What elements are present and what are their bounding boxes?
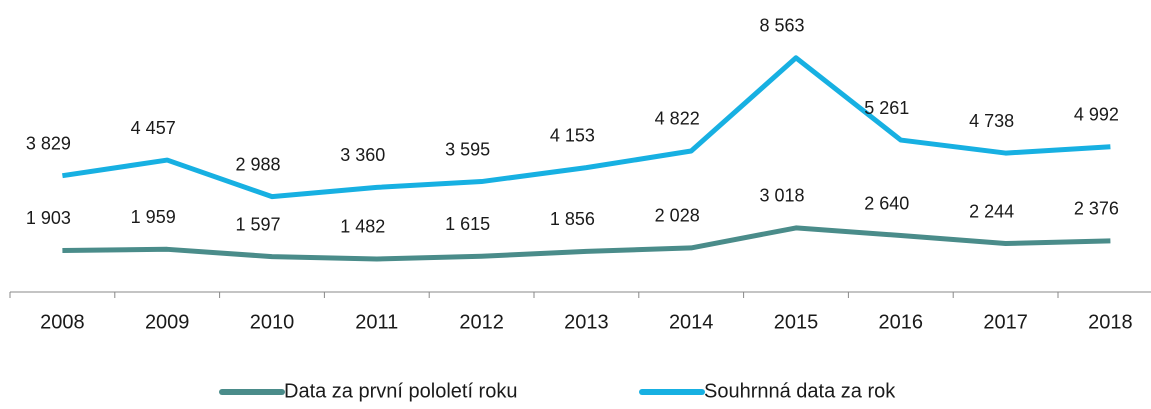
x-tick-label: 2008 xyxy=(40,311,85,333)
x-tick-label: 2018 xyxy=(1088,311,1133,333)
data-label: 3 018 xyxy=(759,186,804,206)
data-label: 2 376 xyxy=(1074,199,1119,219)
data-label: 1 856 xyxy=(550,209,595,229)
x-tick-label: 2015 xyxy=(774,311,819,333)
data-label: 4 992 xyxy=(1074,104,1119,124)
data-label: 2 244 xyxy=(969,201,1014,221)
data-label: 2 640 xyxy=(864,193,909,213)
data-label: 1 597 xyxy=(235,214,280,234)
data-label: 1 903 xyxy=(26,208,71,228)
data-label: 1 959 xyxy=(131,207,176,227)
series-line xyxy=(62,55,1111,200)
data-label: 1 615 xyxy=(445,214,490,234)
data-label: 3 829 xyxy=(26,133,71,153)
x-tick-label: 2011 xyxy=(355,311,398,333)
x-tick-label: 2010 xyxy=(250,311,295,333)
x-tick-label: 2012 xyxy=(459,311,504,333)
data-label: 3 595 xyxy=(445,139,490,159)
x-tick-label: 2014 xyxy=(669,311,714,333)
legend-label: Souhrnná data za rok xyxy=(704,380,896,402)
data-label: 1 482 xyxy=(340,217,385,237)
data-label: 4 457 xyxy=(131,118,176,138)
data-label: 2 988 xyxy=(235,154,280,174)
data-label: 3 360 xyxy=(340,145,385,165)
x-tick-label: 2017 xyxy=(983,311,1028,333)
x-tick-label: 2009 xyxy=(145,311,190,333)
data-label: 4 822 xyxy=(655,109,700,129)
x-tick-label: 2013 xyxy=(564,311,609,333)
data-label: 5 261 xyxy=(864,98,909,118)
x-tick-label: 2016 xyxy=(879,311,924,333)
data-label: 8 563 xyxy=(759,16,804,36)
data-label: 4 738 xyxy=(969,111,1014,131)
data-label: 2 028 xyxy=(655,206,700,226)
data-label: 4 153 xyxy=(550,125,595,145)
series-line xyxy=(62,225,1111,262)
legend-label: Data za první pololetí roku xyxy=(284,380,517,402)
